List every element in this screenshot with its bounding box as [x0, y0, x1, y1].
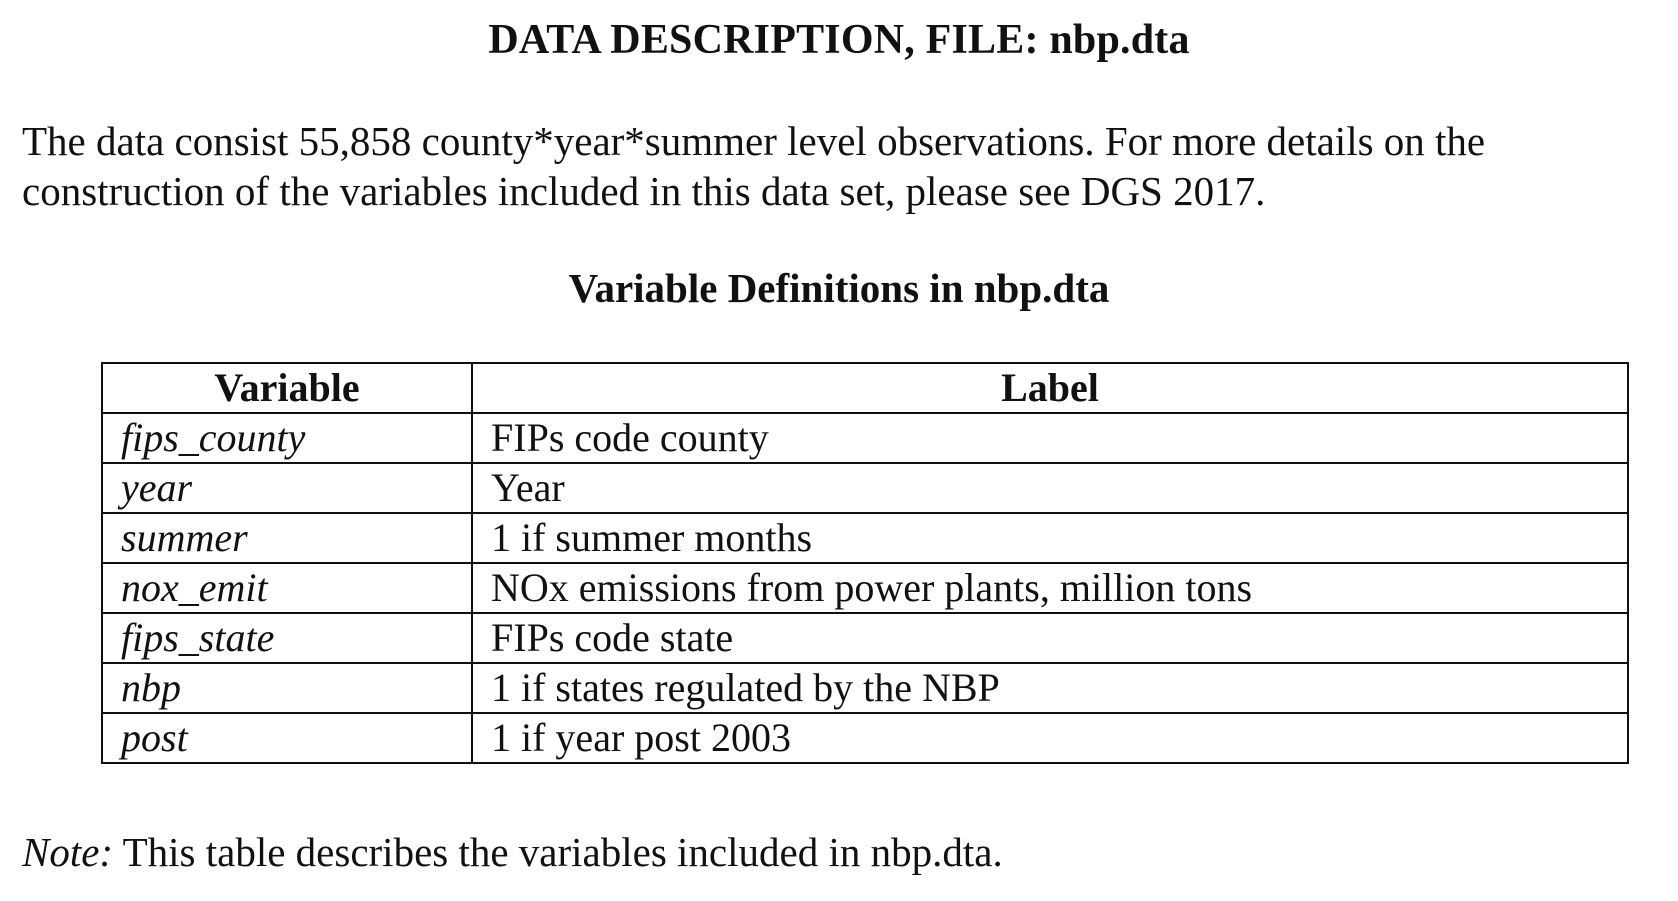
variable-name-cell: summer	[101, 512, 473, 564]
note-text: This table describes the variables inclu…	[113, 829, 1003, 875]
variable-label-cell: FIPs code county	[471, 412, 1629, 464]
variable-definitions-table: Variable Label fips_county FIPs code cou…	[101, 362, 1629, 764]
table-row: fips_state FIPs code state	[101, 612, 1629, 664]
variable-label-cell: 1 if summer months	[471, 512, 1629, 564]
variable-label-cell: Year	[471, 462, 1629, 514]
note-label: Note:	[22, 829, 114, 875]
header-label: Label	[471, 362, 1629, 414]
table-row: summer 1 if summer months	[101, 512, 1629, 564]
table-row: year Year	[101, 462, 1629, 514]
variable-label-cell: 1 if year post 2003	[471, 712, 1629, 764]
intro-paragraph: The data consist 55,858 county*year*summ…	[22, 118, 1486, 214]
variable-label-cell: 1 if states regulated by the NBP	[471, 662, 1629, 714]
table-row: nox_emit NOx emissions from power plants…	[101, 562, 1629, 614]
variable-name-cell: nox_emit	[101, 562, 473, 614]
variable-name-cell: post	[101, 712, 473, 764]
variable-name-cell: year	[101, 462, 473, 514]
table-header-row: Variable Label	[101, 362, 1629, 414]
header-variable: Variable	[101, 362, 473, 414]
variable-label-cell: FIPs code state	[471, 612, 1629, 664]
variable-name-cell: fips_county	[101, 412, 473, 464]
variable-label-cell: NOx emissions from power plants, million…	[471, 562, 1629, 614]
variable-name-cell: nbp	[101, 662, 473, 714]
table-title: Variable Definitions in nbp.dta	[568, 265, 1110, 311]
table-row: nbp 1 if states regulated by the NBP	[101, 662, 1629, 714]
variable-name-cell: fips_state	[101, 612, 473, 664]
table-row: fips_county FIPs code county	[101, 412, 1629, 464]
table-row: post 1 if year post 2003	[101, 712, 1629, 764]
document-title: DATA DESCRIPTION, FILE: nbp.dta	[488, 17, 1190, 63]
table-note: Note: This table describes the variables…	[22, 826, 1003, 878]
